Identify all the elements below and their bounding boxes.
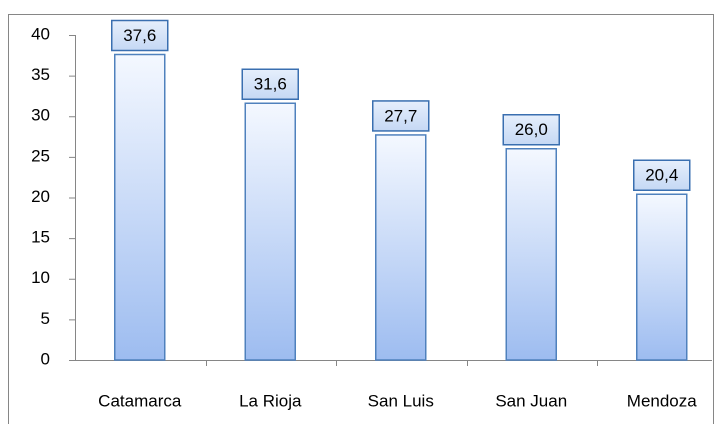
chart-border (8, 14, 714, 424)
data-label-box (633, 159, 691, 191)
y-tick-label: 5 (41, 309, 50, 328)
bar (636, 193, 688, 361)
y-tick-label: 30 (31, 106, 50, 125)
x-tick-label: Catamarca (98, 391, 182, 410)
bar (505, 148, 557, 361)
x-tick-label: San Luis (368, 391, 434, 410)
x-tick-label: San Juan (495, 391, 567, 410)
data-label: 37,6 (123, 26, 156, 45)
data-label-box (502, 114, 560, 146)
y-tick-label: 35 (31, 65, 50, 84)
data-label: 26,0 (515, 120, 548, 139)
y-tick-label: 25 (31, 146, 50, 165)
data-label-box (241, 68, 299, 100)
x-tick-label: La Rioja (239, 391, 302, 410)
data-label: 20,4 (645, 166, 678, 185)
data-label-box (372, 100, 430, 132)
y-tick-label: 0 (41, 349, 50, 368)
bar (244, 102, 296, 361)
bar (114, 53, 166, 361)
y-tick-label: 15 (31, 228, 50, 247)
bar (375, 134, 427, 361)
x-tick-label: Mendoza (627, 391, 697, 410)
data-label: 27,7 (384, 106, 417, 125)
y-tick-label: 10 (31, 268, 50, 287)
data-label: 31,6 (254, 75, 287, 94)
data-label-box (111, 19, 169, 52)
y-tick-label: 20 (31, 187, 50, 206)
y-tick-label: 40 (31, 24, 50, 43)
